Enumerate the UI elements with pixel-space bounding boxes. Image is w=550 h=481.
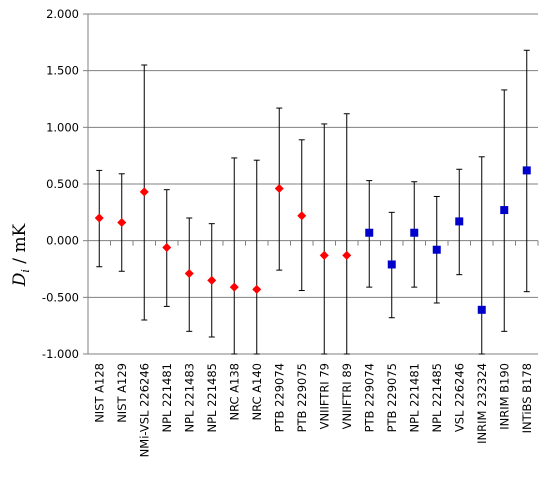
data-point (139, 187, 149, 197)
category-label: NIST A129 (115, 363, 129, 423)
data-point (94, 213, 104, 223)
category-label: PTB 229074 (362, 363, 376, 432)
error-bars (96, 49, 530, 355)
y-tick-label: 0.000 (46, 234, 79, 248)
category-label: NRC A138 (227, 363, 241, 421)
data-point (252, 284, 262, 294)
data-point (342, 250, 352, 260)
category-label: PTB 229075 (385, 363, 399, 432)
category-label: NRC A140 (250, 363, 264, 421)
y-tick-label: 0.500 (46, 177, 79, 191)
y-tick-label: 1.000 (46, 120, 79, 134)
category-label: INTiBS B178 (520, 363, 534, 433)
data-point (297, 211, 307, 221)
gridlines (88, 13, 538, 355)
category-label: INRIM B190 (497, 363, 511, 430)
data-point (117, 218, 127, 228)
x-tick-labels: NIST A128 NIST A129 NMi-VSL 226246 NPL 2214… (92, 363, 534, 457)
data-points (94, 166, 531, 314)
data-point (229, 282, 239, 292)
category-label: VNIIFTRI 79 (317, 363, 331, 429)
data-point (455, 217, 464, 226)
y-axis-title: Di / mK (10, 223, 32, 287)
data-point (319, 250, 329, 260)
data-point (477, 305, 486, 314)
y-axis: 2.000 1.500 1.000 0.500 0.000 -0.500 -1.000 (42, 7, 89, 361)
category-label: PTB 229074 (272, 363, 286, 432)
x-axis (87, 240, 539, 246)
data-point (365, 228, 374, 237)
y-tick-label: 2.000 (46, 7, 79, 21)
category-label: VNIIFTRI 89 (340, 363, 354, 429)
category-label: NPL 221485 (205, 363, 219, 433)
data-point (162, 242, 172, 252)
category-label: VSL 226246 (452, 363, 466, 432)
data-point (274, 184, 284, 194)
data-point (500, 206, 509, 215)
data-point (522, 166, 531, 175)
category-label: PTB 229075 (295, 363, 309, 432)
category-label: NMi-VSL 226246 (137, 363, 151, 457)
data-point (432, 245, 441, 254)
category-label: INRIM 232324 (475, 363, 489, 444)
category-label: NPL 221485 (430, 363, 444, 433)
category-label: NIST A128 (92, 363, 106, 423)
data-point (207, 275, 217, 285)
data-point (184, 269, 194, 279)
y-tick-label: -1.000 (42, 347, 79, 361)
data-point (410, 228, 419, 237)
category-label: NPL 221483 (182, 363, 196, 433)
y-tick-label: 1.500 (46, 64, 79, 78)
category-label: NPL 221481 (407, 363, 421, 433)
y-tick-label: -0.500 (42, 290, 79, 304)
data-point (387, 260, 396, 269)
category-label: NPL 221481 (160, 363, 174, 433)
